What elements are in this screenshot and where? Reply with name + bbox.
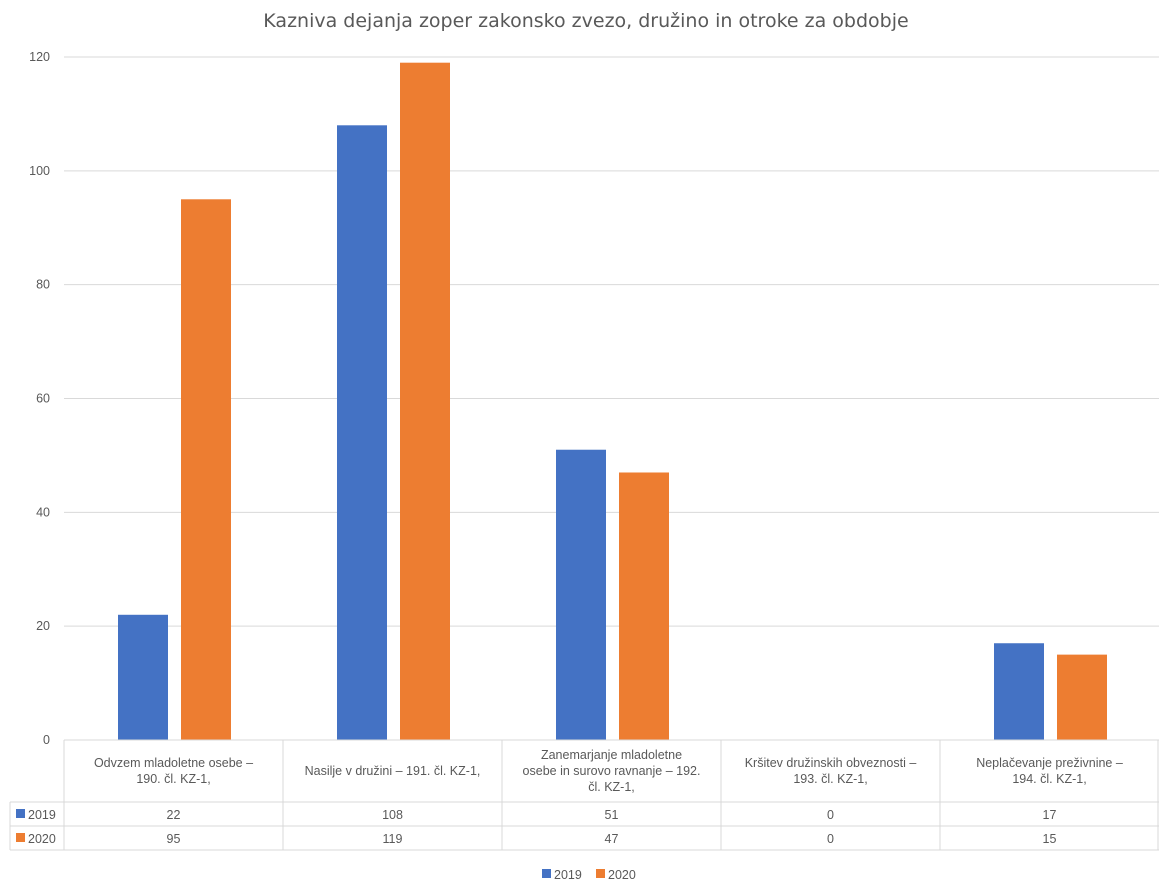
table-series-label-2019: 2019 <box>28 808 56 822</box>
table-cell-2020-4: 0 <box>827 832 834 846</box>
y-tick-label-20: 20 <box>36 619 50 633</box>
category-label-line: 193. čl. KZ-1, <box>793 772 867 786</box>
y-tick-label-0: 0 <box>43 733 50 747</box>
table-cell-2019-1: 22 <box>167 808 181 822</box>
category-label-3: Zanemarjanje mladoletne osebe in surovo r… <box>523 748 701 794</box>
legend-swatch-2019 <box>542 869 551 878</box>
category-label-2: Nasilje v družini – 191. čl. KZ-1, <box>305 764 481 778</box>
table-series-label-2020: 2020 <box>28 832 56 846</box>
bar-2020-1 <box>181 199 231 740</box>
bar-2019-1 <box>118 614 168 740</box>
table-legend-key-2020 <box>16 833 25 842</box>
table-cell-2019-5: 17 <box>1043 808 1057 822</box>
category-label-line: 190. čl. KZ-1, <box>136 772 210 786</box>
category-label-line: čl. KZ-1, <box>588 780 635 794</box>
table-cell-2019-2: 108 <box>382 808 403 822</box>
category-label-line: Zanemarjanje mladoletne <box>541 748 682 762</box>
category-label-line: 194. čl. KZ-1, <box>1012 772 1086 786</box>
category-label-line: osebe in surovo ravnanje – 192. <box>523 764 701 778</box>
category-label-line: Nasilje v družini – 191. čl. KZ-1, <box>305 764 481 778</box>
bar-2020-3 <box>619 472 669 740</box>
bar-2020-5 <box>1057 654 1107 740</box>
category-label-1: Odvzem mladoletne osebe – 190. čl. KZ-1, <box>94 756 253 786</box>
bar-2019-5 <box>994 643 1044 740</box>
legend-label-2019: 2019 <box>554 868 582 880</box>
table-cell-2020-5: 15 <box>1043 832 1057 846</box>
y-tick-label-100: 100 <box>29 164 50 178</box>
y-tick-label-80: 80 <box>36 278 50 292</box>
table-legend-key-2019 <box>16 809 25 818</box>
y-tick-label-60: 60 <box>36 392 50 406</box>
y-tick-label-120: 120 <box>29 50 50 64</box>
bar-2019-2 <box>337 125 387 741</box>
bar-2020-2 <box>400 62 450 741</box>
table-cell-2020-2: 119 <box>383 832 403 846</box>
category-label-line: Neplačevanje preživnine – <box>976 756 1123 770</box>
category-label-4: Kršitev družinskih obveznosti – 193. čl. … <box>745 756 917 786</box>
table-cell-2020-1: 95 <box>167 832 181 846</box>
bar-2019-3 <box>556 449 606 740</box>
y-tick-label-40: 40 <box>36 505 50 519</box>
legend-label-2020: 2020 <box>608 868 636 880</box>
table-cell-2019-4: 0 <box>827 808 834 822</box>
table-cell-2019-3: 51 <box>605 808 619 822</box>
category-label-5: Neplačevanje preživnine – 194. čl. KZ-1, <box>976 756 1123 786</box>
chart-title: Kazniva dejanja zoper zakonsko zvezo, dr… <box>263 10 908 32</box>
legend-swatch-2020 <box>596 869 605 878</box>
table-cell-2020-3: 47 <box>605 832 619 846</box>
category-label-line: Odvzem mladoletne osebe – <box>94 756 253 770</box>
category-label-line: Kršitev družinskih obveznosti – <box>745 756 917 770</box>
